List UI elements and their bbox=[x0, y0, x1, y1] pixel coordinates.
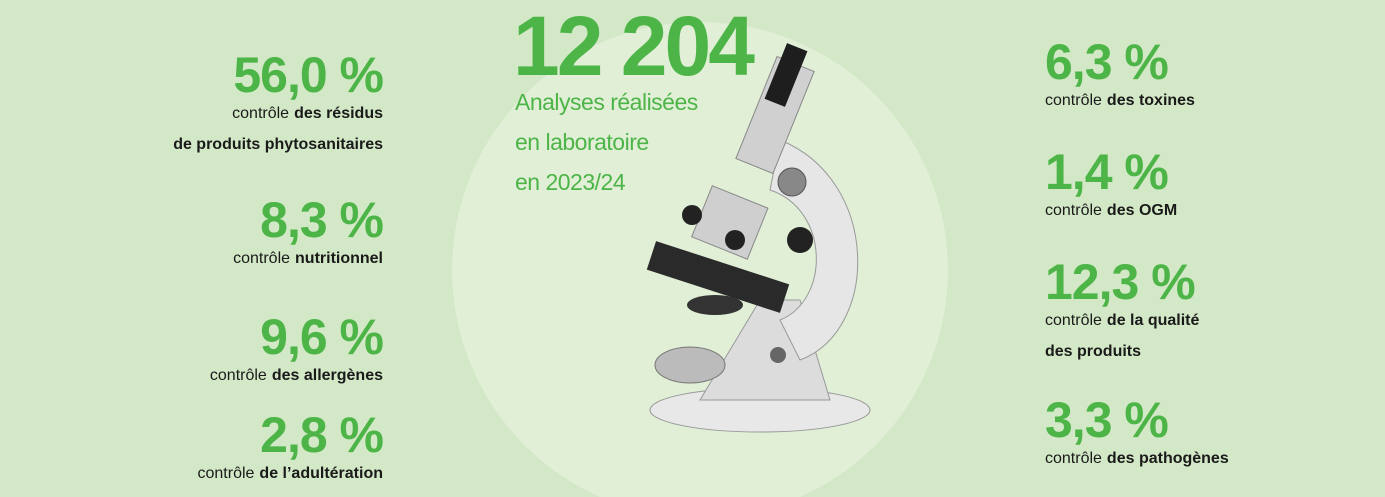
stat-label: contrôle des OGM bbox=[1045, 202, 1177, 219]
stat-label: contrôle nutritionnel bbox=[233, 250, 383, 267]
label-prefix: contrôle bbox=[232, 105, 289, 122]
label-bold: des toxines bbox=[1107, 92, 1195, 109]
stat-label: contrôle de la qualité bbox=[1045, 312, 1199, 329]
label-bold: de produits phytosanitaires bbox=[173, 136, 383, 153]
microscope bbox=[646, 43, 871, 433]
stat-label: de produits phytosanitaires bbox=[173, 136, 383, 153]
label-bold: des allergènes bbox=[272, 367, 383, 384]
label-bold: de l’adultération bbox=[259, 465, 383, 482]
label-prefix: contrôle bbox=[1045, 202, 1102, 219]
label-bold: de la qualité bbox=[1107, 312, 1200, 329]
stat-label: contrôle de l’adultération bbox=[198, 465, 384, 482]
stat-value: 9,6 % bbox=[260, 309, 383, 365]
headline-line: Analyses réalisées bbox=[515, 89, 698, 115]
label-prefix: contrôle bbox=[198, 465, 255, 482]
label-prefix: contrôle bbox=[1045, 92, 1102, 109]
stat-value: 56,0 % bbox=[233, 47, 383, 103]
stat-value: 1,4 % bbox=[1045, 144, 1168, 200]
stat-value: 12,3 % bbox=[1045, 254, 1195, 310]
stat-value: 2,8 % bbox=[260, 407, 383, 463]
label-bold: des pathogènes bbox=[1107, 450, 1229, 467]
stat-value: 6,3 % bbox=[1045, 34, 1168, 90]
stat-label: contrôle des toxines bbox=[1045, 92, 1195, 109]
stat-label: contrôle des allergènes bbox=[210, 367, 383, 384]
headline-line: en 2023/24 bbox=[515, 169, 626, 195]
label-bold: nutritionnel bbox=[295, 250, 383, 267]
stat-value: 8,3 % bbox=[260, 192, 383, 248]
stat-label: contrôle des pathogènes bbox=[1045, 450, 1229, 467]
label-bold: des résidus bbox=[294, 105, 383, 122]
headline-value: 12 204 bbox=[513, 0, 755, 93]
label-bold: des OGM bbox=[1107, 202, 1177, 219]
stat-label: des produits bbox=[1045, 343, 1141, 360]
label-prefix: contrôle bbox=[210, 367, 267, 384]
stat-value: 3,3 % bbox=[1045, 392, 1168, 448]
label-prefix: contrôle bbox=[1045, 312, 1102, 329]
stat-label: contrôle des résidus bbox=[232, 105, 383, 122]
label-bold: des produits bbox=[1045, 343, 1141, 360]
label-prefix: contrôle bbox=[1045, 450, 1102, 467]
label-prefix: contrôle bbox=[233, 250, 290, 267]
headline-line: en laboratoire bbox=[515, 129, 649, 155]
